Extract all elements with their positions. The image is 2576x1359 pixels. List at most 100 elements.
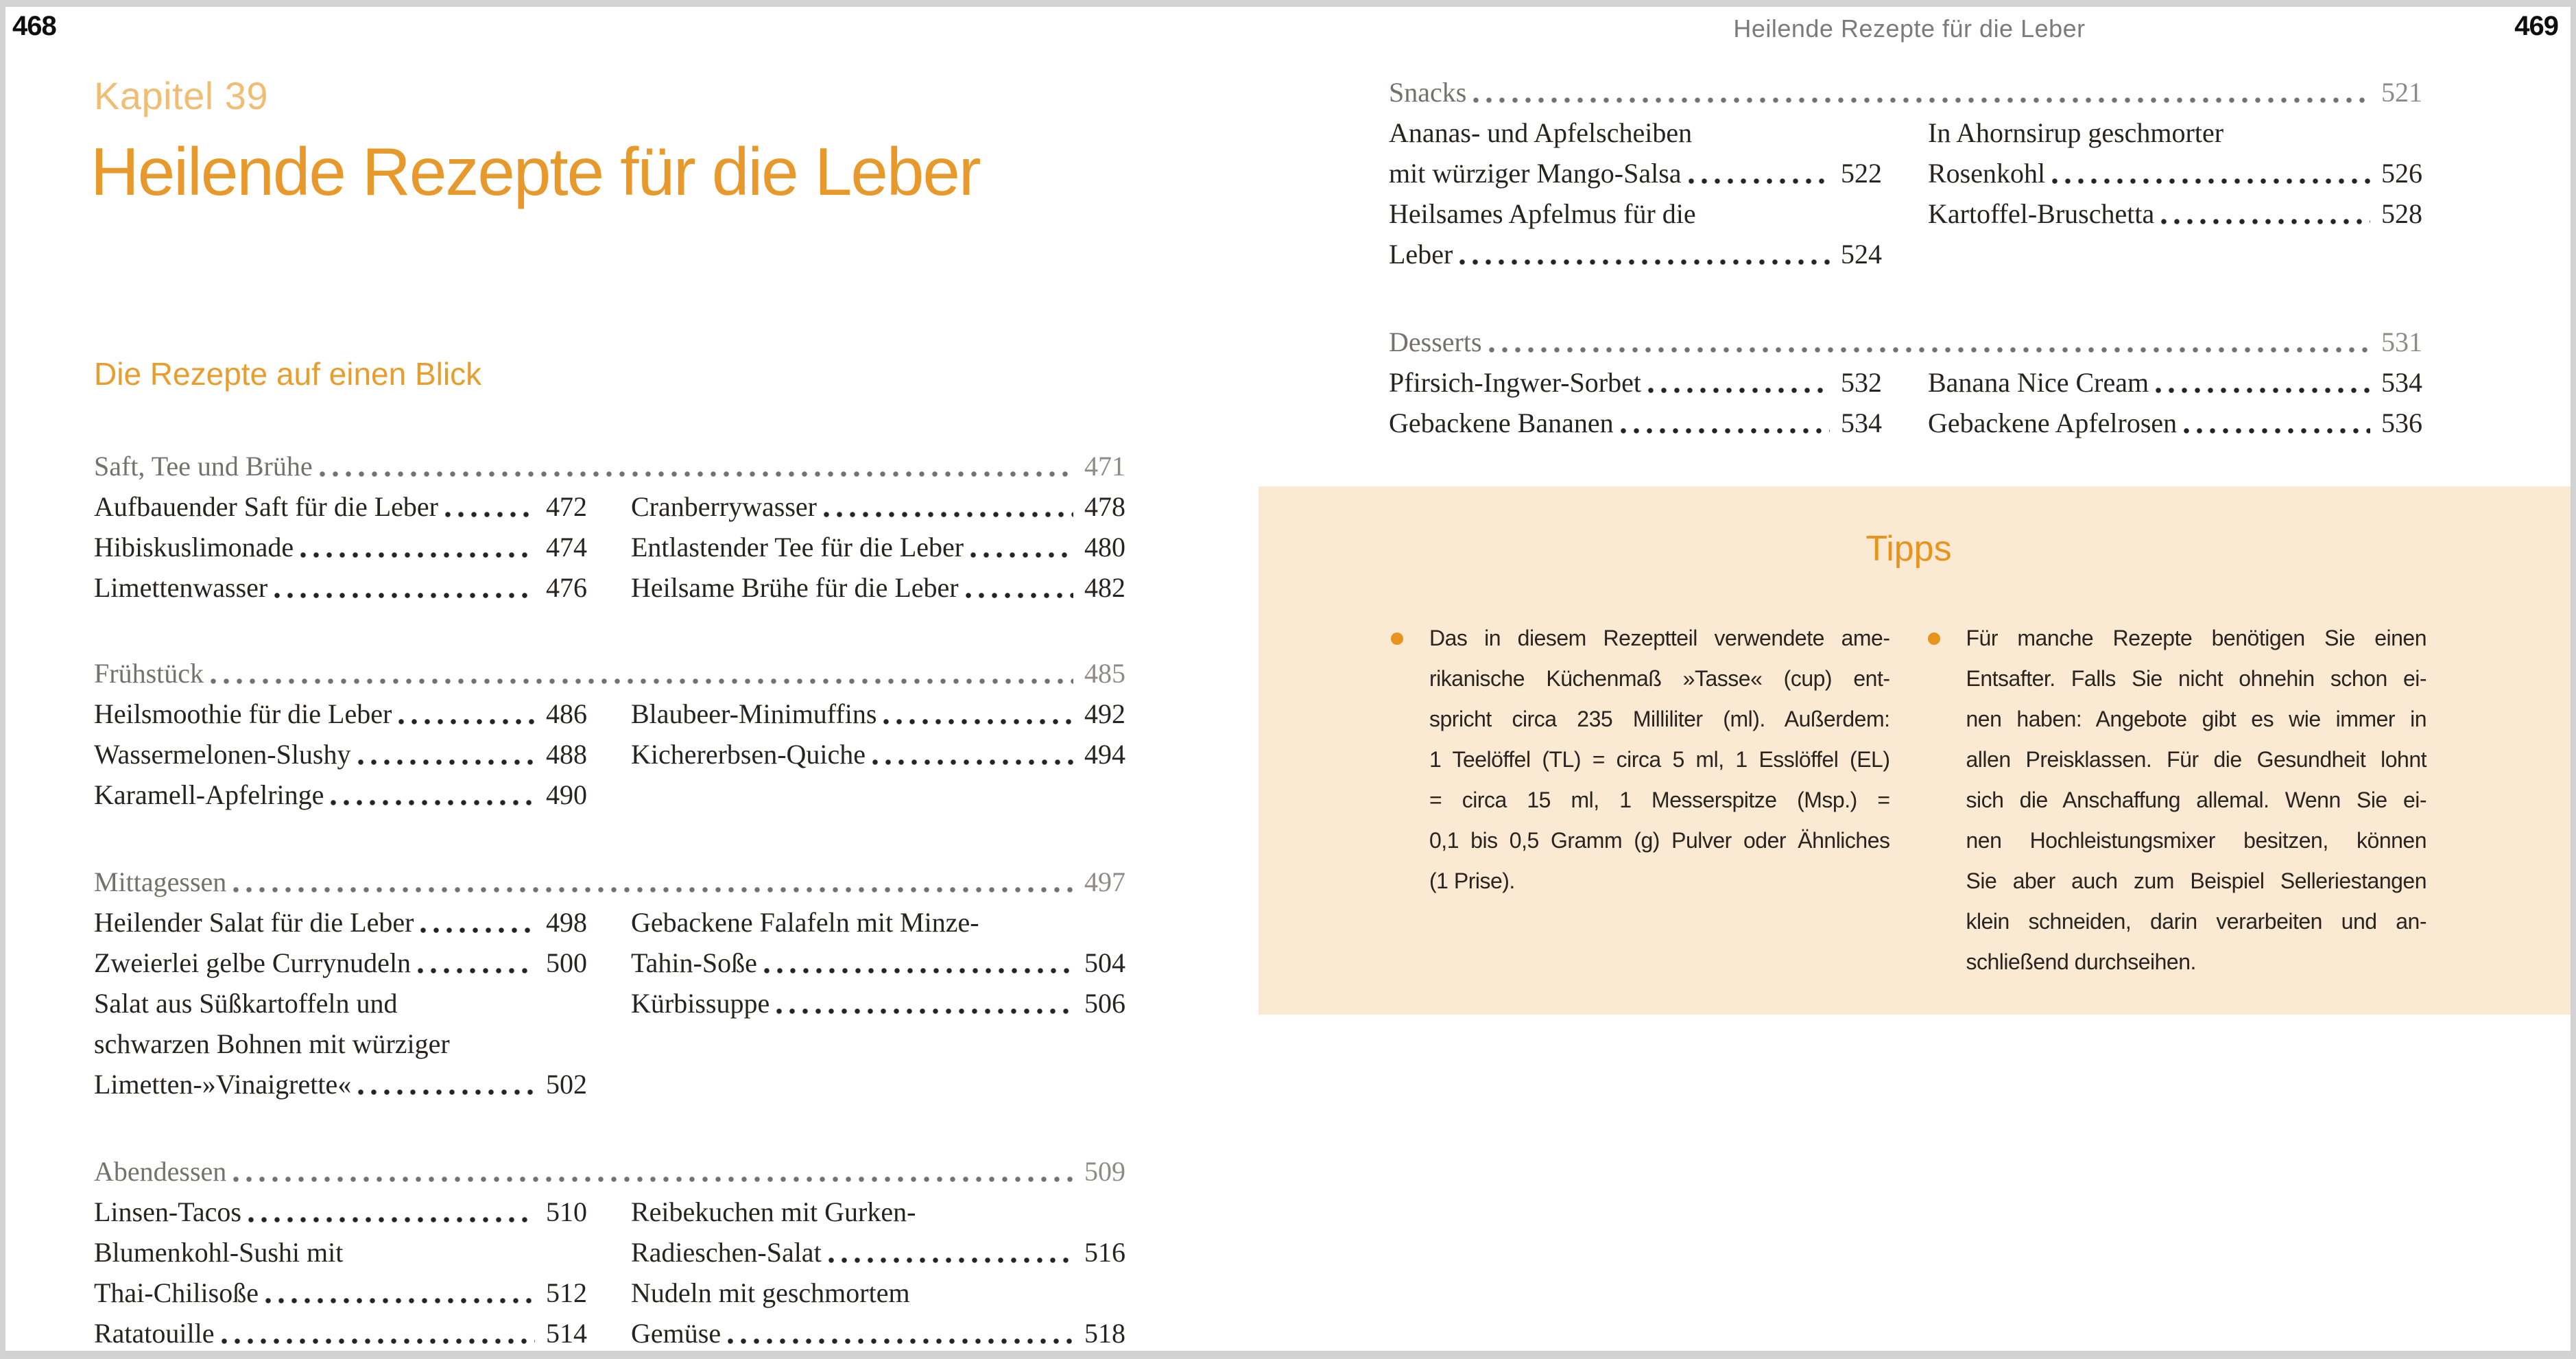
section-title: Saft, Tee und Brühe <box>94 451 313 482</box>
toc-entry: Kürbissuppe 506 <box>631 983 1125 1024</box>
toc-section-mittagessen: Mittagessen 497 Heilender Salat für die … <box>94 862 1125 1104</box>
entry-title: Hibiskuslimonade <box>94 532 294 563</box>
toc-column-1: Ananas- und Apfelscheiben mit würziger M… <box>1389 113 1882 274</box>
toc-section-header: Desserts 531 <box>1389 322 2422 362</box>
entry-page: 494 <box>1084 739 1125 770</box>
section-page: 471 <box>1084 451 1125 482</box>
entry-title: Wassermelonen-Slushy <box>94 739 351 770</box>
toc-entry-wrap: In Ahornsirup geschmorter <box>1928 113 2422 153</box>
entry-page: 502 <box>546 1069 587 1100</box>
toc-section-header: Abendessen 509 <box>94 1151 1125 1192</box>
toc-entry: Zweierlei gelbe Currynudeln 500 <box>94 943 587 983</box>
toc-entry-wrap: Salat aus Süßkartoffeln und <box>94 983 587 1024</box>
entry-title: Limettenwasser <box>94 572 268 603</box>
page-number-right: 469 <box>2514 11 2559 41</box>
entry-page: 498 <box>546 907 587 938</box>
entry-title: Cranberrywasser <box>631 491 817 522</box>
entry-title: Ratatouille <box>94 1318 215 1349</box>
dot-leader <box>358 1064 535 1104</box>
toc-entry: Rosenkohl 526 <box>1928 153 2422 193</box>
entry-page: 528 <box>2381 198 2422 229</box>
toc-entry-wrap: Heilsames Apfelmus für die <box>1389 193 1882 234</box>
toc-entry: Thai-Chilisoße 512 <box>94 1273 587 1313</box>
toc-column-2: Blaubeer-Minimuffins 492 Kichererbsen-Qui… <box>631 694 1125 815</box>
toc-column-2: In Ahornsirup geschmorter Rosenkohl 526 K… <box>1928 113 2422 274</box>
entry-page: 488 <box>546 739 587 770</box>
entry-title: Salat aus Süßkartoffeln und <box>94 988 398 1019</box>
entry-title: Rosenkohl <box>1928 158 2046 189</box>
section-page: 521 <box>2381 77 2422 108</box>
entry-page: 510 <box>546 1196 587 1227</box>
dot-leader <box>970 527 1073 567</box>
entry-page: 486 <box>546 698 587 729</box>
toc-entry-wrap: Blumenkohl-Sushi mit <box>94 1232 587 1273</box>
page-number-left: 468 <box>12 11 57 41</box>
entry-page: 478 <box>1084 491 1125 522</box>
entry-page: 534 <box>2381 367 2422 398</box>
toc-entry: Gebackene Apfelrosen 536 <box>1928 403 2422 443</box>
entry-page: 522 <box>1841 158 1882 189</box>
entry-page: 490 <box>546 779 587 810</box>
running-header: Heilende Rezepte für die Leber <box>1733 14 2086 43</box>
entry-title: Gebackene Bananen <box>1389 407 1614 438</box>
toc-section-snacks: Snacks 521 Ananas- und Apfelscheiben mit… <box>1389 72 2422 274</box>
dot-leader <box>211 653 1073 694</box>
toc-column-2: Banana Nice Cream 534 Gebackene Apfelrose… <box>1928 362 2422 443</box>
section-title: Desserts <box>1389 327 1482 357</box>
toc-entry: Kartoffel-Bruschetta 528 <box>1928 193 2422 234</box>
dot-leader <box>2184 403 2370 443</box>
toc-entry-wrap: Gebackene Falafeln mit Minze- <box>631 902 1125 943</box>
dot-leader <box>965 567 1073 608</box>
dot-leader <box>445 486 535 527</box>
toc-section-saft-tee-bruehe: Saft, Tee und Brühe 471 Aufbauender Saft… <box>94 446 1125 608</box>
toc-section-fruehstueck: Frühstück 485 Heilsmoothie für die Leber… <box>94 653 1125 815</box>
section-page: 531 <box>2381 327 2422 357</box>
toc-entry: Cranberrywasser 478 <box>631 486 1125 527</box>
toc-column-1: Heilsmoothie für die Leber 486 Wassermelo… <box>94 694 587 815</box>
toc-entry: Hibiskuslimonade 474 <box>94 527 587 567</box>
toc-entry: Kichererbsen-Quiche 494 <box>631 734 1125 775</box>
entry-title: Zweierlei gelbe Currynudeln <box>94 947 412 978</box>
entry-title: Heilsmoothie für die Leber <box>94 698 392 729</box>
dot-leader <box>728 1313 1073 1354</box>
toc-entry: Karamell-Apfelringe 490 <box>94 775 587 815</box>
toc-entry: Linsen-Tacos 510 <box>94 1192 587 1232</box>
toc-section-header: Frühstück 485 <box>94 653 1125 694</box>
tip-line: nen haben: Angebote gibt es wie immer in <box>1966 707 2427 731</box>
entry-page: 514 <box>546 1318 587 1349</box>
toc-entry: Heilsmoothie für die Leber 486 <box>94 694 587 734</box>
entry-page: 476 <box>546 572 587 603</box>
toc-entry: Leber 524 <box>1389 234 1882 274</box>
toc-entry: Ratatouille 514 <box>94 1313 587 1354</box>
toc-entry: mit würziger Mango-Salsa 522 <box>1389 153 1882 193</box>
entry-title: Heilsames Apfelmus für die <box>1389 198 1696 229</box>
toc-section-abendessen: Abendessen 509 Linsen-Tacos 510 Blumenkoh… <box>94 1151 1125 1354</box>
entry-page: 526 <box>2381 158 2422 189</box>
toc-entry: Entlastender Tee für die Leber 480 <box>631 527 1125 567</box>
section-title: Abendessen <box>94 1156 227 1187</box>
tip-line: Entsafter. Falls Sie nicht ohnehin schon… <box>1966 666 2427 691</box>
section-page: 485 <box>1084 658 1125 689</box>
tip-line: rikanische Küchenmaß »Tasse« (cup) ent- <box>1429 666 1890 691</box>
tip-line: sich die Anschaffung allemal. Wenn Sie e… <box>1966 788 2427 812</box>
toc-section-header: Mittagessen 497 <box>94 862 1125 902</box>
dot-leader <box>331 775 535 815</box>
entry-page: 500 <box>546 947 587 978</box>
entry-title: Blaubeer-Minimuffins <box>631 698 877 729</box>
dot-leader <box>233 862 1073 902</box>
dot-leader <box>2161 193 2370 234</box>
dot-leader <box>883 694 1073 734</box>
tip-line: nen Hochleistungsmixer besitzen, können <box>1966 828 2427 853</box>
dot-leader <box>319 446 1073 486</box>
entry-title: Heilsame Brühe für die Leber <box>631 572 959 603</box>
bullet-dot-icon <box>1391 633 1403 645</box>
toc-entry: Radieschen-Salat 516 <box>631 1232 1125 1273</box>
dot-leader <box>1459 234 1830 274</box>
entry-title: Kürbissuppe <box>631 988 770 1019</box>
entry-page: 474 <box>546 532 587 563</box>
tip-item: Das in diesem Rezeptteil verwendete ame-… <box>1391 618 1890 982</box>
dot-leader <box>233 1151 1073 1192</box>
entry-page: 506 <box>1084 988 1125 1019</box>
entry-page: 480 <box>1084 532 1125 563</box>
tip-line: klein schneiden, darin verarbeiten und a… <box>1966 909 2427 934</box>
